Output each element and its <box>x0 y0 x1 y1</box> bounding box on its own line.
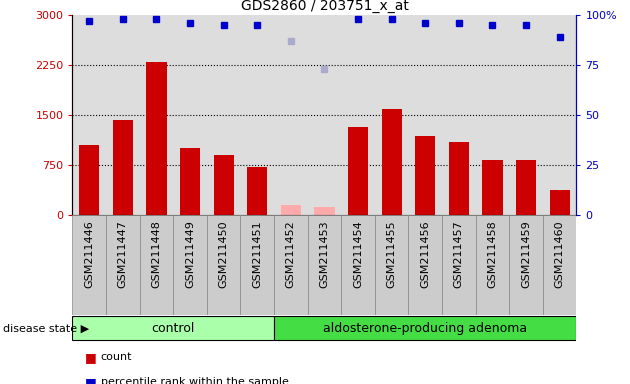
Text: GSM211454: GSM211454 <box>353 220 363 288</box>
Bar <box>180 149 200 215</box>
Title: GDS2860 / 203751_x_at: GDS2860 / 203751_x_at <box>241 0 408 13</box>
Bar <box>79 145 100 215</box>
Text: GSM211452: GSM211452 <box>286 220 296 288</box>
Bar <box>442 215 476 315</box>
Bar <box>274 316 576 341</box>
Text: GSM211459: GSM211459 <box>521 220 531 288</box>
Text: ■: ■ <box>85 376 97 384</box>
Text: GSM211457: GSM211457 <box>454 220 464 288</box>
Bar <box>509 215 543 315</box>
Bar <box>173 215 207 315</box>
Bar <box>543 215 576 315</box>
Bar <box>314 207 335 215</box>
Bar <box>476 215 509 315</box>
Bar <box>341 215 375 315</box>
Text: GSM211446: GSM211446 <box>84 220 94 288</box>
Bar <box>113 120 133 215</box>
Text: GSM211460: GSM211460 <box>554 220 564 288</box>
Bar <box>214 155 234 215</box>
Text: GSM211447: GSM211447 <box>118 220 128 288</box>
Bar <box>415 136 435 215</box>
Text: GSM211455: GSM211455 <box>387 220 397 288</box>
Bar <box>106 215 140 315</box>
Bar <box>348 127 368 215</box>
Bar <box>516 161 536 215</box>
Text: GSM211450: GSM211450 <box>219 220 229 288</box>
Text: control: control <box>152 322 195 335</box>
Bar <box>549 190 570 215</box>
Bar <box>408 215 442 315</box>
Bar <box>375 215 408 315</box>
Bar <box>140 215 173 315</box>
Text: disease state ▶: disease state ▶ <box>3 323 89 333</box>
Text: GSM211451: GSM211451 <box>252 220 262 288</box>
Text: GSM211449: GSM211449 <box>185 220 195 288</box>
Bar <box>483 161 503 215</box>
Text: GSM211453: GSM211453 <box>319 220 329 288</box>
Text: aldosterone-producing adenoma: aldosterone-producing adenoma <box>323 322 527 335</box>
Text: GSM211458: GSM211458 <box>488 220 498 288</box>
Text: GSM211448: GSM211448 <box>151 220 161 288</box>
Bar <box>72 215 106 315</box>
Bar <box>382 109 402 215</box>
Bar <box>72 316 274 341</box>
Text: GSM211456: GSM211456 <box>420 220 430 288</box>
Bar <box>247 167 267 215</box>
Bar <box>281 205 301 215</box>
Bar <box>146 62 166 215</box>
Bar <box>274 215 307 315</box>
Bar <box>449 142 469 215</box>
Bar <box>241 215 274 315</box>
Bar <box>307 215 341 315</box>
Text: ■: ■ <box>85 351 97 364</box>
Text: count: count <box>101 352 132 362</box>
Bar <box>207 215 241 315</box>
Text: percentile rank within the sample: percentile rank within the sample <box>101 377 289 384</box>
